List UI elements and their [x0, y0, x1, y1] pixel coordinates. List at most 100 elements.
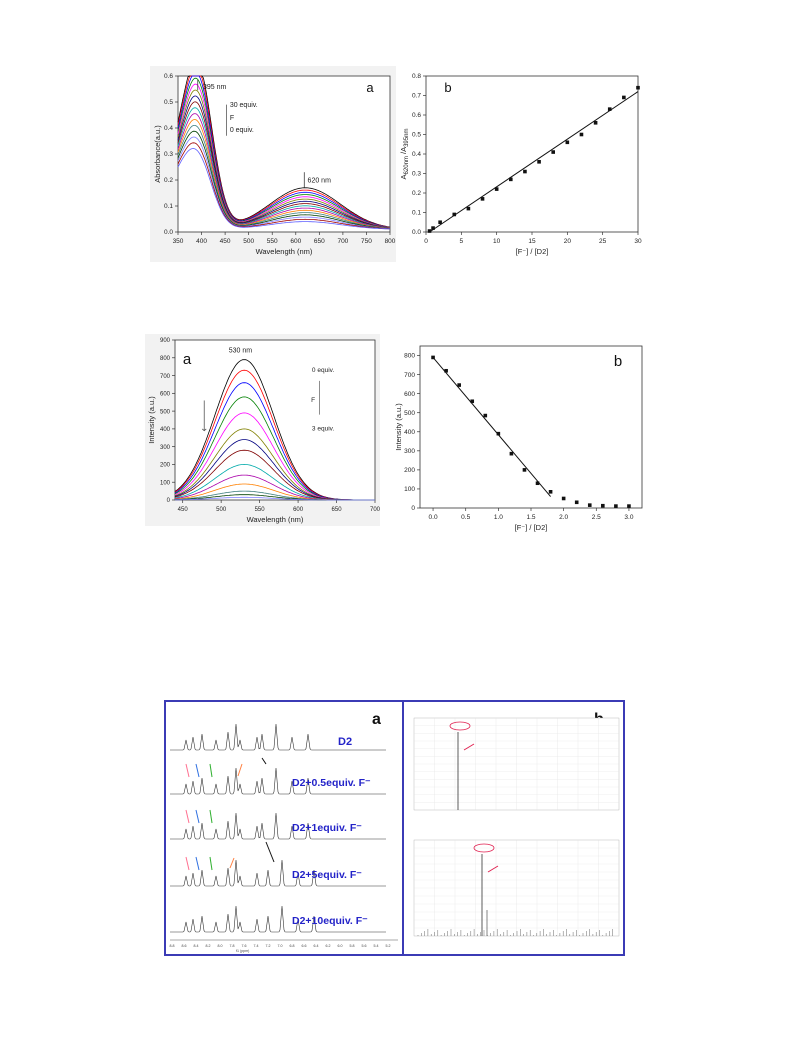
y-tick-label: 200 [160, 463, 171, 469]
data-point [601, 503, 605, 508]
ms-peak-highlight [473, 843, 495, 853]
annotation-3-equiv: 3 equiv. [312, 426, 334, 433]
nmr-x-tick-label: 7.8 [230, 944, 235, 948]
annotation-fluoride: F [230, 115, 234, 122]
y-tick-label: 0.4 [164, 125, 173, 132]
data-point [593, 121, 598, 125]
y-tick-label: 400 [404, 429, 415, 436]
nmr-shift-arrow [185, 856, 190, 871]
fluorescence-spectra-chart: 450 500 550 600 650 700 0 100 200 300 400 500 600 700… [145, 334, 380, 526]
x-tick-label: 2.0 [559, 514, 568, 521]
data-point [537, 160, 541, 164]
data-point [561, 496, 566, 501]
data-point [438, 220, 442, 225]
absorbance-series-line [177, 101, 391, 229]
y-tick-label: 0.4 [412, 151, 421, 158]
x-tick-label: 20 [564, 238, 572, 245]
y-tick-label: 600 [160, 392, 171, 398]
x-axis-label: Wavelength (nm) [256, 247, 313, 256]
absorbance-series-line [177, 119, 391, 229]
x-axis-label: [F⁻] / [D2] [516, 247, 549, 256]
data-point [523, 169, 527, 174]
y-tick-label: 700 [160, 374, 171, 380]
y-tick-label: 300 [160, 445, 171, 451]
x-tick-label: 1.0 [494, 514, 503, 521]
absorbance-series-line [177, 75, 391, 228]
absorbance-series-line [177, 148, 391, 230]
annotation-0-equiv: 0 equiv. [312, 367, 334, 374]
data-point [466, 206, 471, 211]
nmr-x-tick-label: 5.6 [362, 944, 367, 948]
y-tick-label: 800 [404, 353, 415, 360]
data-point [522, 468, 527, 472]
y-tick-label: 100 [160, 480, 171, 486]
y-tick-label: 0.3 [412, 171, 421, 178]
ms-peak-highlight [449, 721, 471, 731]
nmr-x-tick-label: 6.8 [290, 944, 295, 948]
y-tick-label: 400 [160, 427, 171, 433]
data-point [535, 481, 540, 486]
x-tick-label: 30 [634, 238, 642, 245]
absorbance-series-line [177, 130, 391, 229]
nmr-x-tick-label: 6.2 [326, 944, 331, 948]
fluorescence-titration-chart: 0.0 0.5 1.0 1.5 2.0 2.5 3.0 0 100 200 300 400 500 600… [392, 338, 650, 538]
nmr-trace-label: D2+0.5equiv. F⁻ [292, 777, 371, 789]
nmr-shift-arrow [209, 809, 213, 824]
nmr-shift-arrow [209, 763, 213, 778]
data-point [444, 368, 448, 373]
data-point [574, 500, 579, 505]
y-tick-label: 900 [160, 338, 171, 344]
annotation-30-equiv: 30 equiv. [230, 102, 258, 109]
y-tick-label: 0.1 [164, 203, 173, 210]
absorbance-series-line [177, 113, 391, 229]
x-tick-label: 700 [337, 238, 348, 245]
y-tick-label: 0.5 [164, 99, 173, 106]
nmr-x-tick-label: 6.6 [302, 944, 307, 948]
nmr-x-tick-label: 7.4 [254, 944, 259, 948]
data-point [494, 187, 499, 191]
nmr-trace [170, 812, 386, 840]
nmr-shift-arrow [209, 856, 213, 871]
x-tick-label: 0 [424, 238, 428, 245]
y-tick-label: 0.7 [412, 93, 421, 100]
nmr-trace [170, 859, 386, 887]
y-tick-label: 0.6 [164, 73, 173, 80]
nmr-x-tick-label: 8.2 [206, 944, 211, 948]
data-point [548, 490, 553, 494]
y-tick-label: 0.0 [412, 229, 421, 236]
data-point [480, 197, 485, 201]
panel-label: a [366, 80, 374, 95]
arrow-decrease-head [201, 428, 207, 432]
data-point [431, 226, 435, 230]
x-tick-label: 1.5 [526, 514, 535, 521]
nmr-x-tick-label: 5.4 [374, 944, 379, 948]
y-tick-label: 500 [160, 409, 171, 415]
x-tick-label: 25 [599, 238, 607, 245]
x-tick-label: 450 [178, 507, 189, 513]
y-axis-label: Intensity (a.u.) [394, 403, 403, 451]
nmr-x-tick-label: 7.2 [266, 944, 271, 948]
data-point [607, 107, 612, 111]
ms-peak-arrow [463, 743, 475, 751]
panel-label: a [183, 351, 192, 368]
nmr-x-tick-label: 5.2 [386, 944, 391, 948]
annotation-395nm: 395 nm [203, 84, 227, 91]
nmr-trace-label: D2+5equiv. F⁻ [292, 869, 362, 881]
data-point [483, 413, 488, 418]
annotation-fluoride: F [311, 397, 315, 404]
x-tick-label: 500 [216, 507, 227, 513]
y-tick-label: 0.5 [412, 132, 421, 139]
nmr-x-tick-label: 8.0 [218, 944, 223, 948]
absorbance-ratio-chart: 0 5 10 15 20 25 30 0.0 0.1 0.2 0.3 0.4 0.5 0.6 0.7 0.8 [… [400, 66, 646, 262]
y-axis-label: A620nm /A395nm [400, 129, 410, 180]
absorbance-series-line [177, 136, 391, 230]
data-point [587, 503, 592, 507]
data-point [614, 504, 618, 508]
nmr-shift-arrow [229, 857, 235, 869]
data-point [509, 451, 514, 456]
nmr-trace-label: D2 [338, 736, 352, 748]
x-axis-label: Wavelength (nm) [247, 515, 304, 524]
nmr-shift-arrow [185, 763, 190, 778]
nmr-shift-arrow [237, 763, 243, 777]
nmr-trace [170, 723, 386, 751]
